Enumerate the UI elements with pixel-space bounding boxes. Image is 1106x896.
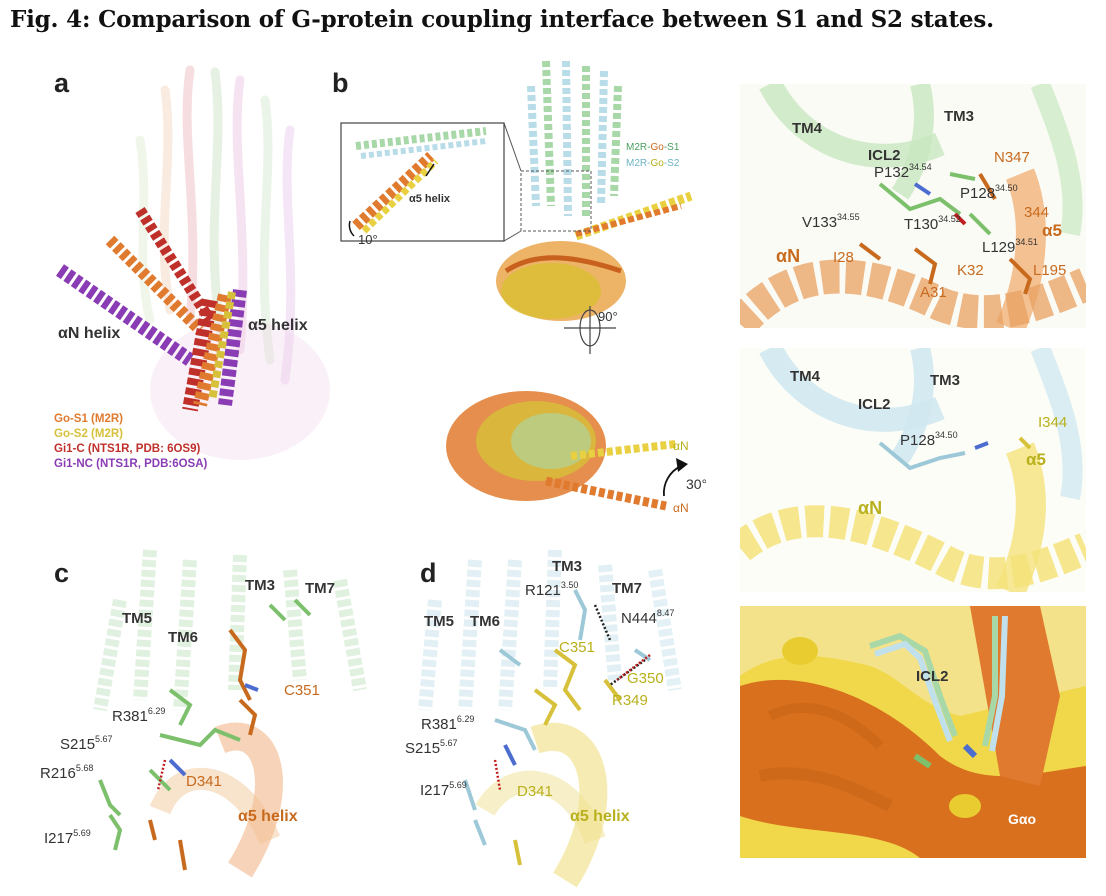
c-a5-helix: α5 helix — [238, 808, 298, 825]
panel-g: ICL2 Gαo — [740, 606, 1086, 858]
g-gao: Gαo — [1008, 811, 1037, 827]
panel-b-structure — [340, 60, 693, 511]
e-l129: L12934.51 — [982, 237, 1038, 256]
e-a5: α5 — [1042, 221, 1062, 240]
panel-f: TM4 TM3 ICL2 I344 P12834.50 α5 αN — [740, 348, 1086, 592]
e-i28: I28 — [833, 249, 854, 266]
c-r216: R2165.68 — [40, 763, 94, 782]
legend-gi1-nc: Gi1-NC (NTS1R, PDB:6OSA) — [54, 458, 208, 470]
panel-g-structure — [740, 606, 1086, 858]
panel-label-c: c — [54, 558, 70, 588]
d-r121: R1213.50 — [525, 580, 579, 599]
d-tm6: TM6 — [470, 613, 500, 630]
d-r381: R3816.29 — [421, 714, 475, 733]
legend-go-s2: Go-S2 (M2R) — [54, 428, 123, 440]
f-an: αN — [858, 498, 883, 518]
inset-a5-label: α5 helix — [409, 193, 451, 205]
e-an: αN — [776, 246, 801, 266]
legend-gi1-c: Gi1-C (NTS1R, PDB: 6OS9) — [54, 443, 201, 455]
panel-c: TM3 TM7 TM5 TM6 C351 R3816.29 S2155.67 R… — [40, 540, 400, 890]
panel-b-legend: M2R-Go-S1 M2R-Go-S2 — [626, 140, 679, 172]
angle-30-label: 30° — [686, 476, 706, 492]
legend-m2r-go-s1: M2R-Go-S1 — [626, 142, 680, 153]
panel-label-d: d — [420, 558, 437, 588]
f-a5: α5 — [1026, 450, 1046, 469]
a5-helix-label: α5 helix — [248, 317, 308, 334]
d-i217: I2175.69 — [420, 780, 467, 799]
c-tm6: TM6 — [168, 629, 198, 646]
c-c351: C351 — [284, 682, 320, 699]
d-a5-helix: α5 helix — [570, 808, 630, 825]
legend-m2r-go-s2: M2R-Go-S2 — [626, 158, 680, 169]
c-i217: I2175.69 — [44, 828, 91, 847]
e-tm3: TM3 — [944, 108, 974, 125]
inset-angle-label: 10° — [358, 232, 378, 247]
e-icl2: ICL2 — [868, 147, 901, 164]
g-icl2: ICL2 — [916, 668, 949, 685]
panel-label-b: b — [332, 68, 349, 98]
f-tm4: TM4 — [790, 368, 820, 385]
panel-a-structure — [56, 65, 330, 460]
e-t130: T13034.52 — [904, 214, 961, 233]
d-tm5: TM5 — [424, 613, 454, 630]
d-g350: G350 — [627, 670, 664, 687]
d-d341: D341 — [517, 783, 553, 800]
e-n347: N347 — [994, 149, 1030, 166]
c-d341: D341 — [186, 773, 222, 790]
c-tm3: TM3 — [245, 577, 275, 594]
panel-b: α5 helix 10° 90° αN 30° αN — [336, 56, 706, 526]
panel-label-a: a — [54, 68, 70, 98]
panel-d: TM3 R1213.50 TM7 TM5 TM6 N4448.47 C351 G… — [405, 540, 725, 890]
f-icl2: ICL2 — [858, 396, 891, 413]
panel-c-structure — [93, 549, 367, 878]
legend-go-s1: Go-S1 (M2R) — [54, 413, 123, 425]
d-tm3: TM3 — [552, 558, 582, 575]
panel-e: TM4 TM3 ICL2 P13234.54 N347 P12834.50 34… — [740, 84, 1086, 328]
c-tm5: TM5 — [122, 610, 152, 627]
d-tm7: TM7 — [612, 580, 642, 597]
panel-a-legend: Go-S1 (M2R) Go-S2 (M2R) Gi1-C (NTS1R, PD… — [54, 412, 207, 472]
e-k32: K32 — [957, 262, 984, 279]
e-v133: V13334.55 — [802, 212, 860, 231]
panel-d-structure — [418, 549, 682, 888]
panel-e-structure — [740, 84, 1086, 328]
e-344: 344 — [1024, 204, 1050, 221]
e-a31: A31 — [920, 284, 947, 301]
rotation-label: 90° — [598, 309, 618, 324]
d-s215: S2155.67 — [405, 738, 458, 757]
e-l195: L195 — [1033, 262, 1067, 279]
e-tm4: TM4 — [792, 120, 822, 137]
e-p128: P12834.50 — [960, 183, 1018, 202]
an-orange-label: αN — [673, 501, 689, 515]
d-r349: R349 — [612, 692, 648, 709]
c-r381: R3816.29 — [112, 706, 166, 725]
figure-title: Fig. 4: Comparison of G-protein coupling… — [10, 6, 994, 33]
an-yellow-label: αN — [673, 439, 689, 453]
f-p128: P12834.50 — [900, 430, 958, 449]
c-s215: S2155.67 — [60, 734, 113, 753]
d-c351: C351 — [559, 639, 595, 656]
f-i344: I344 — [1038, 414, 1068, 431]
panel-f-structure — [740, 348, 1086, 592]
e-p132: P13234.54 — [874, 162, 932, 181]
panel-a: αN helix α5 helix — [40, 60, 340, 520]
f-tm3: TM3 — [930, 372, 960, 389]
d-n444: N4448.47 — [621, 608, 675, 627]
c-tm7: TM7 — [305, 580, 335, 597]
an-helix-label: αN helix — [58, 325, 121, 342]
